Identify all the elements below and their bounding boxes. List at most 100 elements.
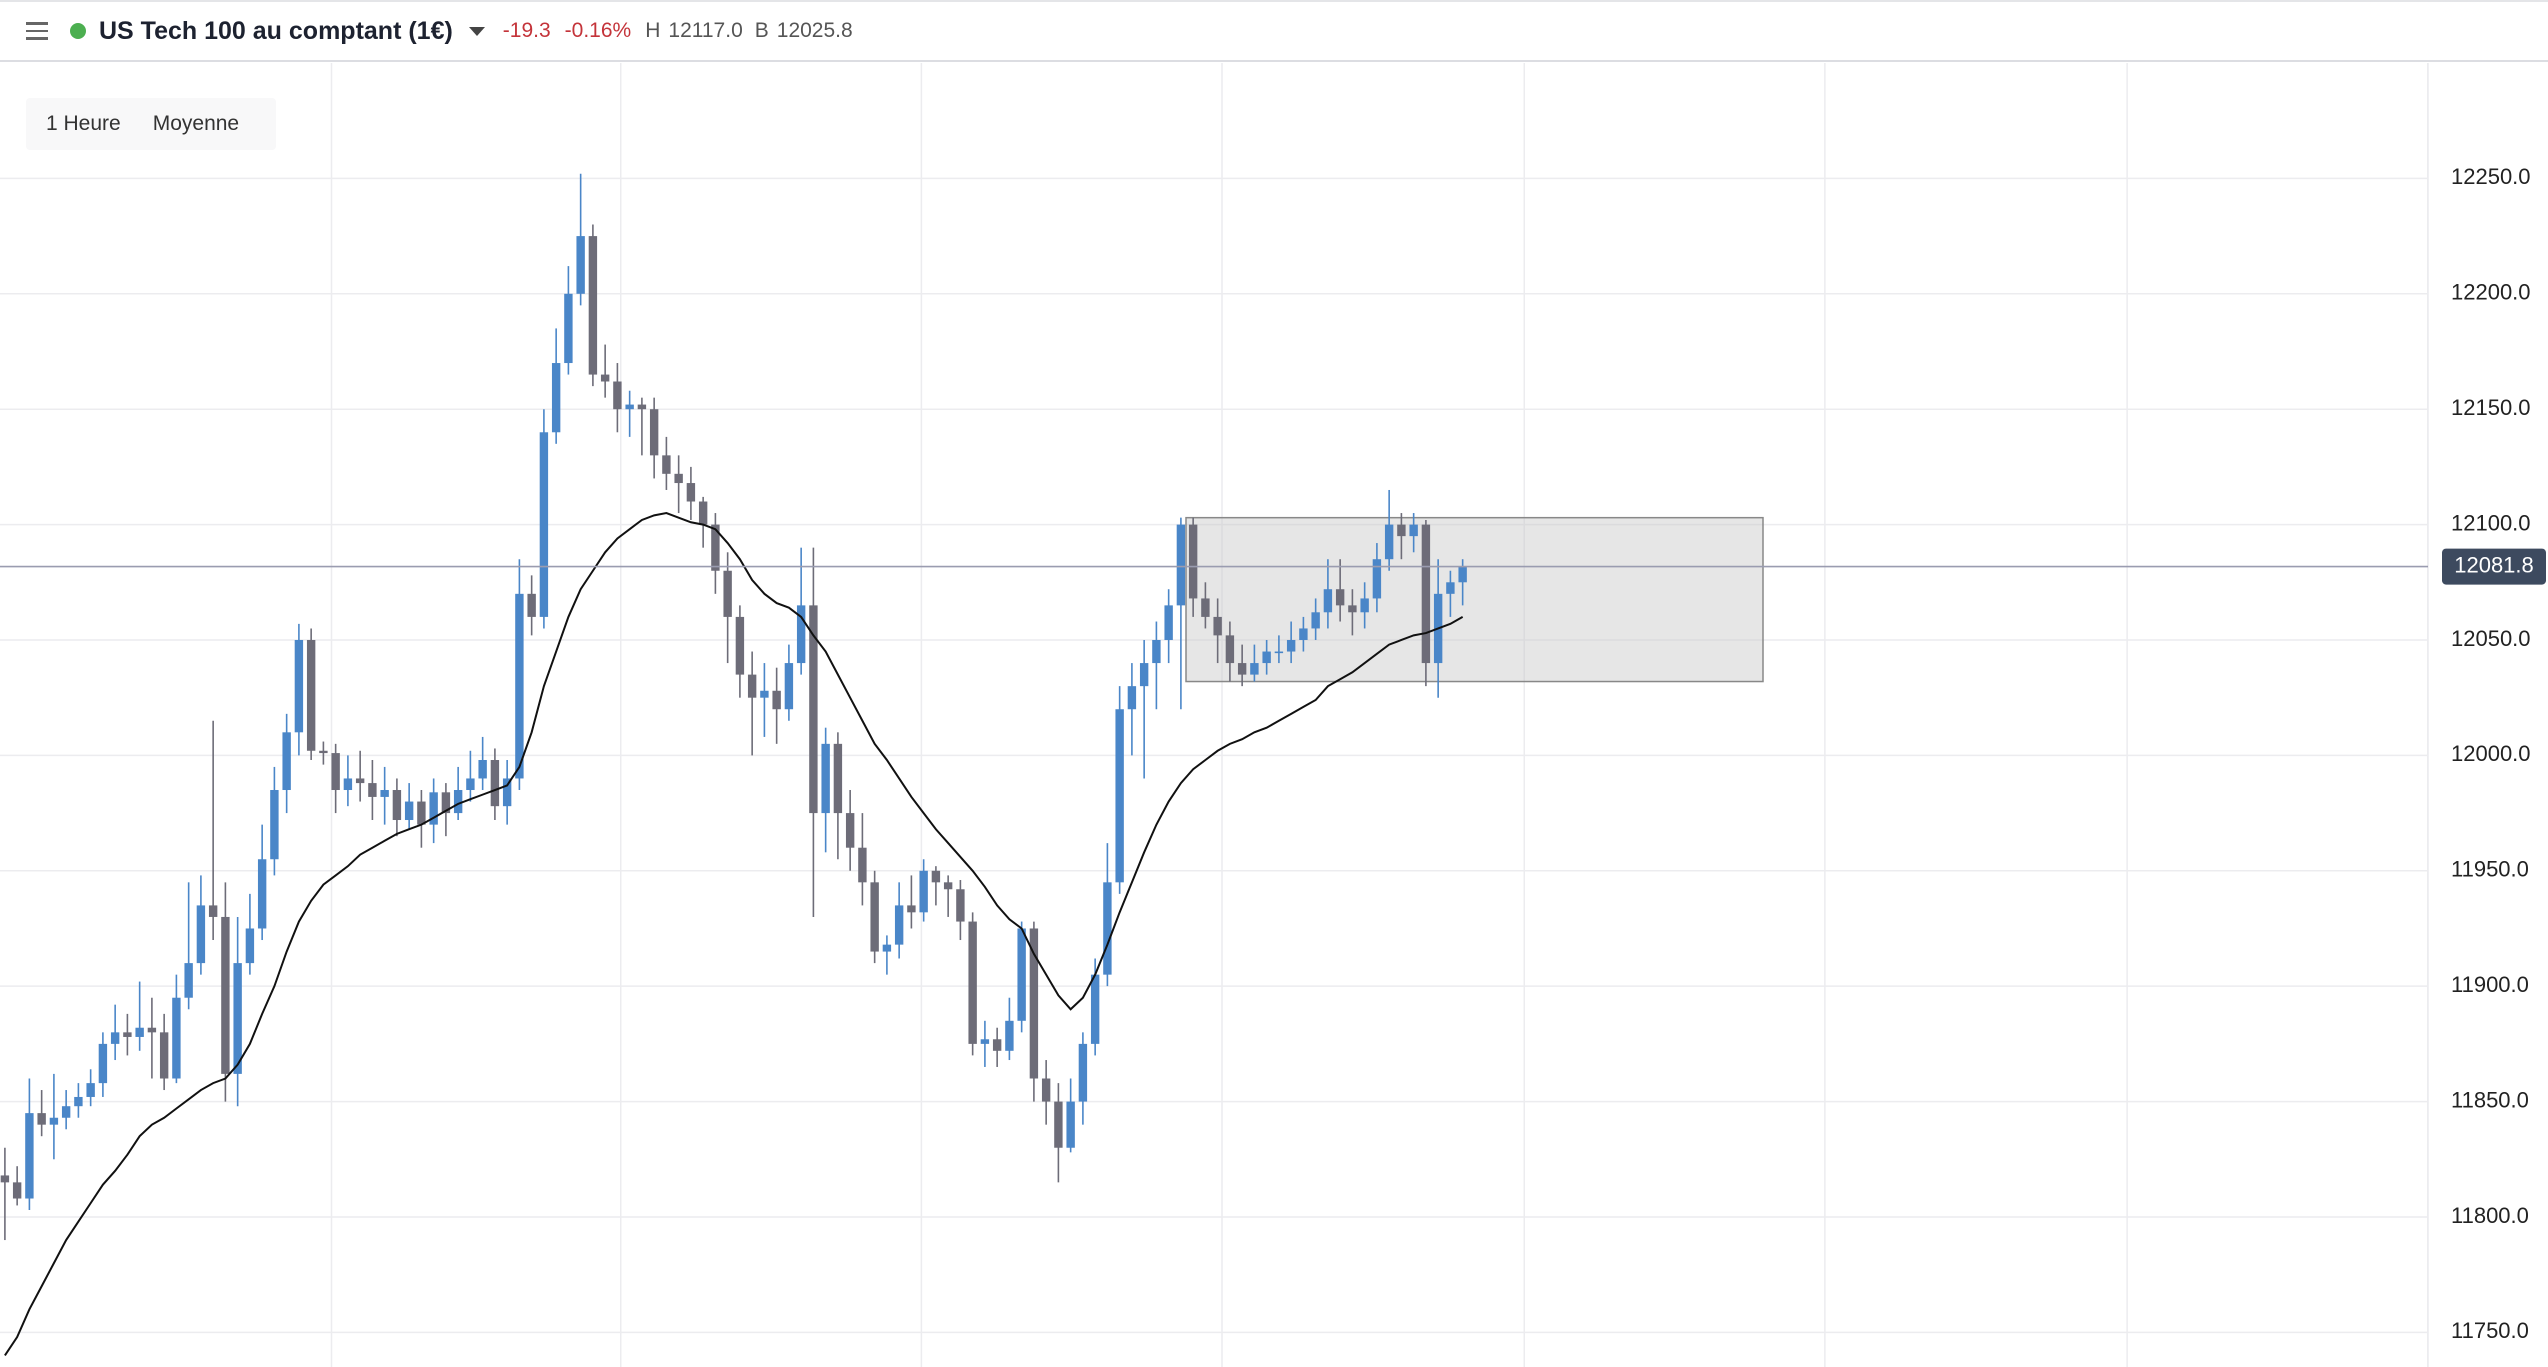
- candle-body: [1139, 663, 1149, 687]
- y-tick-label: 11750.0: [2451, 1318, 2529, 1343]
- candle-body: [1213, 616, 1222, 636]
- candle-body: [1397, 524, 1406, 537]
- candle-body: [37, 1113, 46, 1125]
- candle-body: [956, 889, 965, 922]
- candle-body: [1103, 882, 1112, 975]
- candle-body: [894, 905, 904, 945]
- candle-body: [1188, 524, 1198, 599]
- candle-body: [74, 1096, 83, 1107]
- candle-body: [147, 1027, 157, 1033]
- y-tick-label: 12200.0: [2451, 280, 2531, 305]
- candle-body: [1335, 589, 1345, 606]
- candle-body: [527, 593, 536, 617]
- bid-value: 12025.8: [776, 19, 853, 42]
- dropdown-caret[interactable]: [468, 26, 485, 36]
- candle-body: [159, 1032, 169, 1079]
- interval-button[interactable]: 1 Heure: [46, 112, 121, 135]
- candle-body: [858, 847, 867, 883]
- candle-body: [931, 870, 941, 883]
- candle-body: [980, 1039, 990, 1044]
- candle-body: [698, 501, 708, 525]
- candle-body: [343, 778, 353, 791]
- candle-body: [809, 605, 818, 814]
- candle-body: [1164, 605, 1173, 640]
- candle-body: [0, 1175, 10, 1183]
- y-tick-label: 12250.0: [2451, 164, 2531, 189]
- candle-body: [502, 778, 512, 807]
- candle-body: [1078, 1043, 1088, 1102]
- candle-body: [1250, 663, 1259, 675]
- candle-body: [600, 374, 610, 382]
- change: -19.3: [502, 19, 551, 42]
- candle-body: [25, 1113, 34, 1199]
- candle-body: [453, 790, 463, 814]
- candle-body: [1446, 582, 1455, 594]
- candle-body: [110, 1032, 120, 1044]
- candle-body: [270, 790, 279, 860]
- candle-body: [882, 944, 892, 952]
- candle-body: [625, 404, 634, 410]
- candle-body: [441, 792, 451, 814]
- candle-body: [870, 882, 879, 952]
- candle-body: [368, 783, 377, 797]
- candle-body: [833, 743, 843, 814]
- candle-body: [1409, 524, 1418, 537]
- candle-body: [674, 473, 683, 484]
- candle-body: [1323, 589, 1333, 613]
- candle-body: [968, 921, 977, 1044]
- candle-body: [919, 870, 928, 913]
- candle-body: [796, 605, 806, 664]
- candle-body: [1090, 974, 1100, 1044]
- candle-body: [478, 760, 487, 779]
- candle-body: [490, 760, 500, 807]
- candle-body: [943, 882, 953, 890]
- candle-body: [184, 963, 193, 998]
- candle-body: [1201, 598, 1210, 617]
- candle-body: [760, 690, 769, 698]
- moving-average-line: [4, 512, 1464, 1357]
- indicator-button[interactable]: Moyenne: [152, 112, 240, 135]
- candle-body: [1005, 1020, 1014, 1051]
- candle-body: [86, 1083, 95, 1097]
- candle-body: [355, 778, 365, 784]
- candle-body: [1372, 559, 1382, 599]
- candle-body: [747, 674, 757, 698]
- bid-label: B: [754, 19, 769, 42]
- candle-body: [282, 732, 291, 791]
- high-value: 12117.0: [668, 19, 743, 42]
- candle-body: [257, 859, 267, 929]
- candle-body: [233, 963, 242, 1074]
- candle-body: [662, 455, 671, 474]
- candle-body: [686, 483, 696, 502]
- instrument-title[interactable]: US Tech 100 au comptant (1€): [99, 16, 453, 45]
- candle-body: [1360, 598, 1369, 613]
- candle-body: [1029, 928, 1039, 1079]
- candle-body: [1115, 709, 1124, 883]
- candle-body: [1421, 524, 1431, 664]
- candle-body: [196, 905, 206, 964]
- candle-body: [245, 928, 255, 964]
- candle-body: [1054, 1101, 1063, 1148]
- menu-icon[interactable]: [26, 17, 48, 45]
- candle-body: [61, 1106, 71, 1118]
- candle-body: [1311, 612, 1320, 629]
- y-tick-label: 11950.0: [2451, 857, 2529, 882]
- candle-body: [12, 1182, 22, 1199]
- candle-body: [1286, 639, 1296, 652]
- candle-body: [588, 236, 598, 375]
- y-tick-label: 12100.0: [2451, 510, 2531, 535]
- candle-body: [392, 790, 402, 821]
- candle-body: [221, 916, 230, 1074]
- candle-body: [319, 750, 328, 754]
- candle-body: [417, 801, 426, 825]
- candle-body: [784, 663, 794, 710]
- candle-body: [1262, 651, 1271, 664]
- candle-body: [98, 1043, 108, 1084]
- candle-body: [1237, 663, 1247, 675]
- candle-body: [551, 363, 561, 433]
- header: US Tech 100 au comptant (1€) -19.3 -0.16…: [0, 0, 2548, 62]
- candle-body: [735, 616, 745, 675]
- candle-body: [649, 409, 659, 456]
- candle-body: [123, 1032, 132, 1037]
- candle-body: [539, 432, 549, 617]
